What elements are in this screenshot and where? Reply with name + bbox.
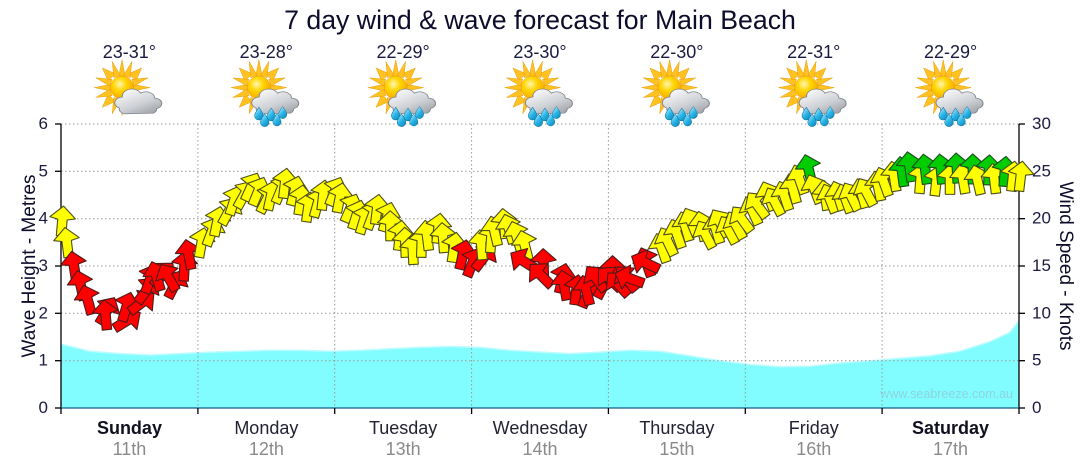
svg-text:23-28°: 23-28° [240,42,293,62]
svg-text:23-31°: 23-31° [103,42,156,62]
svg-text:15: 15 [1032,256,1051,275]
svg-text:30: 30 [1032,114,1051,133]
svg-text:www.seabreeze.com.au: www.seabreeze.com.au [879,387,1013,401]
svg-text:0: 0 [1032,398,1041,417]
svg-text:10: 10 [1032,303,1051,322]
svg-text:23-30°: 23-30° [513,42,566,62]
svg-text:20: 20 [1032,209,1051,228]
svg-text:22-30°: 22-30° [650,42,703,62]
svg-text:22-29°: 22-29° [924,42,977,62]
svg-text:22-29°: 22-29° [376,42,429,62]
svg-text:22-31°: 22-31° [787,42,840,62]
svg-text:5: 5 [1032,351,1041,370]
svg-text:25: 25 [1032,161,1051,180]
